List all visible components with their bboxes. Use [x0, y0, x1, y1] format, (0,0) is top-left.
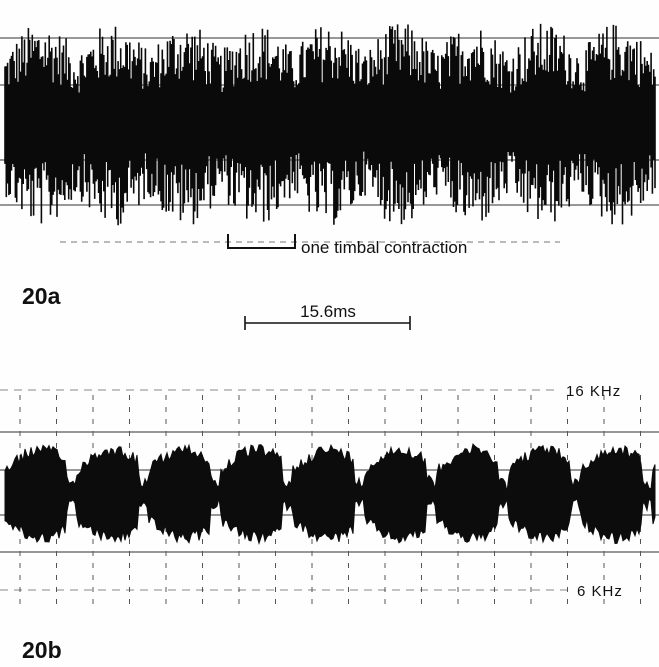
annotation: one timbal contraction	[301, 238, 467, 257]
spectrogram-band	[4, 443, 656, 545]
panel-label: 20b	[22, 637, 62, 663]
contraction-bracket	[227, 234, 296, 249]
lower-frequency: 6 KHz	[577, 583, 623, 600]
oscillogram	[4, 23, 656, 226]
scale-bar	[244, 316, 411, 330]
scale-bar-label: 15.6ms	[300, 302, 356, 321]
upper-frequency: 16 KHz	[566, 383, 621, 400]
panel-label: 20a	[22, 283, 61, 309]
